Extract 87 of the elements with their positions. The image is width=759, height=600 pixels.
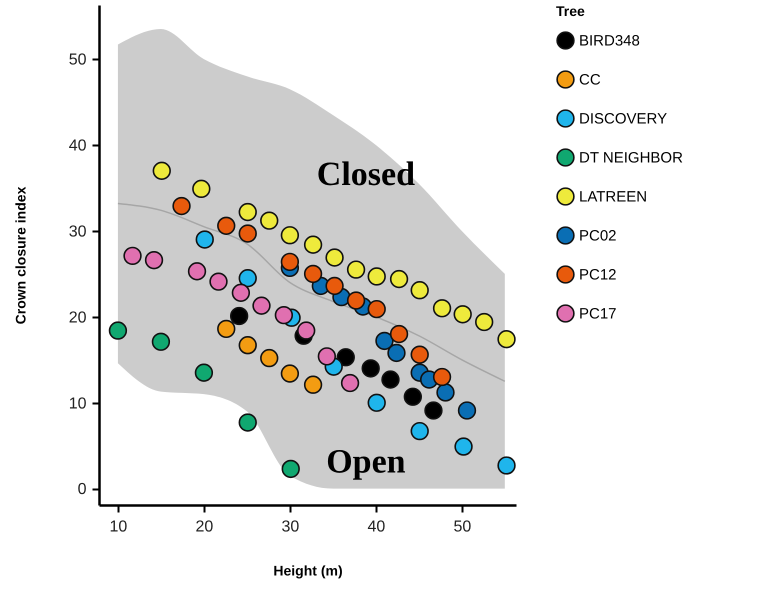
point	[238, 269, 257, 288]
point	[368, 300, 386, 318]
line-series	[117, 202, 506, 382]
point	[238, 413, 257, 432]
x-tick-label: 30	[281, 518, 300, 536]
legend-label: DT NEIGHBOR	[579, 150, 684, 166]
point	[325, 276, 344, 296]
y-tick-label: 30	[68, 223, 87, 240]
x-tick-label: 10	[110, 518, 128, 536]
x-tick-label: 40	[367, 518, 386, 536]
y-tick-label: 10	[68, 395, 87, 412]
annotation: Closed	[316, 156, 416, 193]
point	[346, 260, 366, 279]
legend-label: PC17	[579, 306, 617, 322]
point	[144, 251, 164, 270]
point	[304, 236, 322, 254]
point	[475, 312, 494, 332]
point	[172, 196, 191, 216]
legend-label: CC	[579, 72, 601, 88]
y-tick-label: 50	[68, 52, 87, 69]
point	[274, 306, 294, 324]
point	[375, 332, 394, 350]
legend-label: LATREEN	[579, 188, 648, 206]
point	[368, 394, 386, 412]
point	[280, 364, 300, 383]
point	[340, 374, 360, 392]
point	[304, 376, 322, 394]
y-tick-label: 40	[68, 138, 87, 155]
y-axis-title: Crown closure index	[12, 186, 29, 324]
legend-label: BIRD348	[579, 32, 640, 50]
point	[436, 383, 455, 402]
legend-label: PC02	[579, 228, 617, 244]
point	[458, 401, 476, 420]
point	[192, 180, 210, 198]
point	[432, 368, 452, 386]
point	[404, 388, 422, 406]
point	[368, 267, 386, 286]
x-tick-label: 20	[195, 518, 214, 536]
point	[497, 456, 516, 475]
x-tick-label: 50	[453, 518, 472, 536]
point	[304, 264, 322, 284]
point	[217, 216, 236, 235]
point	[390, 270, 408, 288]
point	[454, 437, 473, 456]
point	[194, 364, 214, 382]
point	[387, 344, 406, 362]
point	[280, 252, 300, 272]
point	[424, 401, 443, 420]
point	[280, 226, 300, 244]
point	[232, 284, 250, 302]
point	[108, 321, 128, 340]
point	[390, 324, 408, 344]
y-tick-label: 0	[78, 481, 87, 498]
point	[497, 330, 516, 348]
legend-label: PC12	[579, 266, 617, 284]
point	[282, 460, 300, 478]
point	[209, 272, 228, 291]
point	[336, 348, 355, 366]
y-tick-label: 20	[68, 309, 87, 326]
point	[196, 230, 214, 249]
point	[217, 320, 236, 338]
legend-title: Tree	[556, 3, 586, 19]
point	[410, 281, 429, 300]
point	[318, 347, 336, 366]
point	[362, 359, 380, 378]
point	[410, 422, 429, 440]
point	[123, 246, 142, 266]
point	[252, 296, 271, 315]
legend-label: DISCOVERY	[579, 110, 668, 128]
x-axis-title: Height (m)	[273, 562, 343, 578]
point	[454, 305, 472, 324]
point	[238, 336, 257, 354]
point	[238, 202, 257, 222]
point	[346, 291, 366, 310]
annotation: Open	[326, 444, 406, 480]
point	[152, 332, 170, 351]
point	[381, 370, 400, 389]
point	[188, 262, 206, 280]
point	[432, 299, 452, 318]
point	[152, 162, 171, 180]
point	[260, 211, 278, 230]
point	[297, 321, 316, 340]
point	[238, 224, 257, 243]
point	[260, 348, 278, 368]
point	[325, 248, 344, 267]
point	[410, 346, 429, 364]
point	[230, 306, 248, 326]
